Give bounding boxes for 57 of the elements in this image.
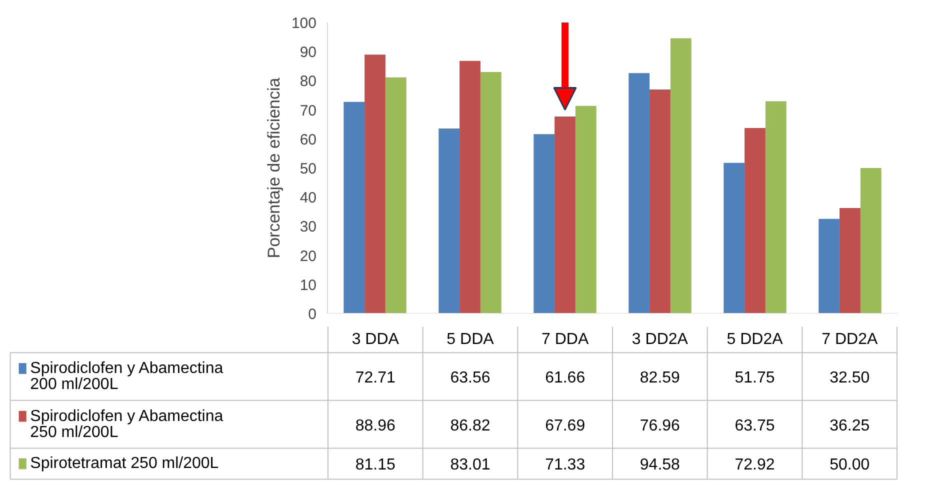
y-tick-label: 90 xyxy=(300,44,317,62)
bar xyxy=(840,208,860,314)
legend-label: Spirotetramat 250 ml/200L xyxy=(30,455,219,472)
x-tick-label: 5 DD2A xyxy=(726,331,784,348)
y-tick-label: 0 xyxy=(308,306,316,323)
data-label: 36.25 xyxy=(830,417,870,434)
bar xyxy=(670,38,692,314)
bar xyxy=(628,73,650,314)
bar xyxy=(385,77,406,314)
bar xyxy=(554,116,576,314)
x-tick-label: 7 DDA xyxy=(542,331,589,348)
data-label: 51.75 xyxy=(734,370,775,387)
bar xyxy=(480,72,502,314)
y-axis-title: Porcentaje de eficiencia xyxy=(264,77,284,258)
bar xyxy=(860,168,882,314)
y-tick-label: 40 xyxy=(300,190,317,207)
y-tick-label: 30 xyxy=(300,218,317,236)
legend-label: Spirodiclofen y Abamectina 200 ml/200L xyxy=(30,360,224,394)
bar xyxy=(534,134,555,314)
data-label: 63.75 xyxy=(734,417,775,434)
data-label: 50.00 xyxy=(830,456,870,474)
data-label: 76.96 xyxy=(640,417,680,434)
data-label: 67.69 xyxy=(545,417,586,434)
data-label: 86.82 xyxy=(450,417,490,434)
data-label: 88.96 xyxy=(355,417,396,434)
x-tick-label: 3 DDA xyxy=(352,331,400,348)
y-tick-label: 20 xyxy=(300,248,317,265)
y-tick-label: 60 xyxy=(300,131,317,148)
bar xyxy=(575,106,596,314)
data-label: 61.66 xyxy=(545,370,586,387)
x-tick-label: 7 DD2A xyxy=(822,331,878,348)
y-tick-label: 10 xyxy=(300,276,317,294)
data-label: 32.50 xyxy=(830,370,870,387)
bar xyxy=(364,54,386,314)
bar xyxy=(765,101,786,314)
bar xyxy=(818,218,840,314)
data-label: 72.92 xyxy=(734,456,775,474)
data-label: 63.56 xyxy=(450,370,490,387)
bar xyxy=(438,128,460,314)
data-label: 82.59 xyxy=(640,370,680,387)
bar xyxy=(460,60,480,314)
bar xyxy=(724,162,745,314)
x-tick-label: 3 DD2A xyxy=(632,331,688,348)
legend-label: Spirodiclofen y Abamectina 250 ml/200L xyxy=(30,408,224,441)
bar xyxy=(650,90,670,314)
x-tick-label: 5 DDA xyxy=(446,331,494,348)
data-label: 94.58 xyxy=(640,456,680,474)
data-label: 81.15 xyxy=(355,456,396,474)
data-label: 72.71 xyxy=(355,370,396,387)
data-label: 83.01 xyxy=(450,456,490,474)
bar xyxy=(344,102,365,314)
y-tick-label: 80 xyxy=(300,73,317,90)
bar xyxy=(744,128,766,314)
y-tick-label: 50 xyxy=(300,160,317,178)
y-tick-label: 100 xyxy=(291,15,317,32)
y-tick-label: 70 xyxy=(300,102,317,120)
data-label: 71.33 xyxy=(545,456,586,474)
